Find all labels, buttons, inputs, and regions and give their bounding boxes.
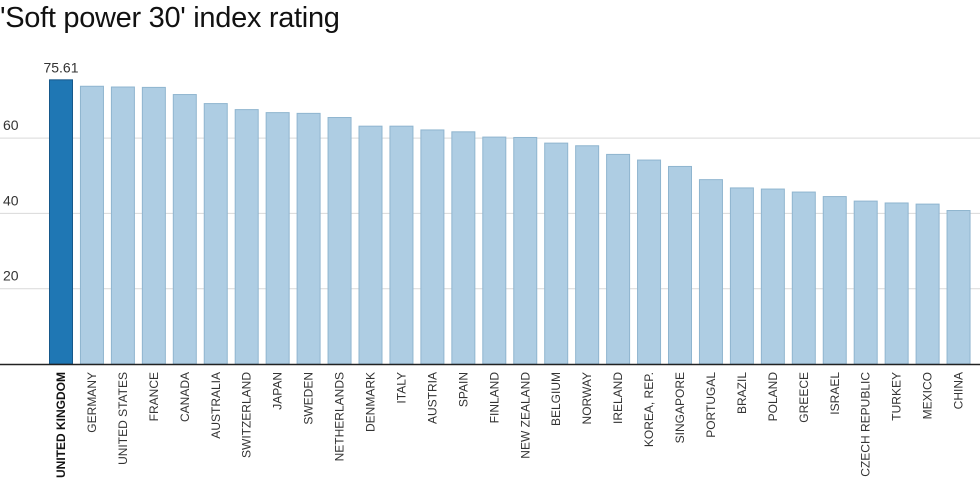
bar-new-zealand [513, 136, 538, 365]
y-axis-tick-labels: 20 40 60 [3, 117, 19, 284]
x-tick-label: NORWAY [580, 372, 594, 424]
bar-switzerland [234, 109, 259, 365]
x-tick-label: ITALY [394, 372, 408, 404]
y-tick-label: 60 [3, 117, 19, 133]
bar-japan [265, 112, 290, 365]
y-tick-label: 20 [3, 268, 19, 284]
bar-netherlands [327, 117, 352, 365]
x-tick-label: SWEDEN [302, 372, 316, 425]
y-tick-label: 40 [3, 192, 19, 208]
x-tick-label: CHINA [952, 372, 966, 409]
x-tick-label: BELGIUM [549, 372, 563, 426]
bar-spain [451, 131, 476, 365]
bar-korea-rep [637, 159, 662, 365]
x-tick-label: AUSTRIA [425, 372, 439, 424]
bar-belgium [544, 142, 569, 365]
bar-czech-republic [853, 200, 878, 365]
x-tick-label: FRANCE [147, 372, 161, 421]
bar-turkey [884, 202, 909, 365]
bar-singapore [668, 165, 692, 365]
bar-portugal [698, 179, 723, 365]
bar-united-states [110, 86, 135, 365]
bar-finland [482, 136, 507, 365]
bar-brazil [729, 187, 754, 365]
x-tick-label: ISRAEL [828, 372, 842, 415]
bar-canada [172, 94, 197, 365]
x-tick-label: BRAZIL [735, 372, 749, 414]
x-tick-label: NETHERLANDS [333, 372, 347, 461]
x-tick-label: FINLAND [487, 372, 501, 424]
bar-israel [822, 196, 847, 365]
x-tick-label: JAPAN [271, 372, 285, 410]
x-axis-tick-labels: UNITED KINGDOM GERMANY UNITED STATES FRANCE… [54, 372, 966, 478]
x-tick-label: PORTUGAL [704, 372, 718, 438]
x-tick-label: TURKEY [890, 372, 904, 421]
bar-norway [575, 145, 600, 365]
x-tick-label: MEXICO [921, 372, 935, 419]
data-label: 75.61 [43, 59, 78, 75]
x-tick-label: DENMARK [364, 372, 378, 432]
x-tick-label: SPAIN [456, 372, 470, 407]
bar-france [141, 86, 166, 365]
bar-australia [203, 103, 228, 365]
x-tick-label: CANADA [178, 372, 192, 422]
x-tick-label: SWITZERLAND [240, 372, 254, 458]
x-tick-label: UNITED KINGDOM [54, 372, 68, 478]
x-tick-label: GERMANY [85, 372, 99, 433]
chart-title: 'Soft power 30' index rating [0, 2, 340, 34]
x-tick-label: UNITED STATES [116, 372, 130, 465]
bar-austria [420, 129, 445, 365]
bar-italy [389, 125, 414, 365]
data-labels: 75.61 [43, 59, 78, 75]
bar-greece [791, 191, 816, 365]
bar-mexico [915, 203, 940, 365]
x-tick-label: AUSTRALIA [209, 372, 223, 439]
x-tick-label: SINGAPORE [673, 372, 687, 443]
x-tick-label: IRELAND [611, 372, 625, 424]
bar-china [946, 210, 971, 365]
x-tick-label: CZECH REPUBLIC [859, 372, 873, 477]
bar-germany [79, 85, 104, 365]
bar-poland [760, 188, 785, 365]
x-tick-label: NEW ZEALAND [518, 372, 532, 459]
bar-denmark [358, 125, 383, 365]
bars [49, 79, 971, 365]
bar-sweden [296, 112, 321, 365]
bar-united-kingdom [49, 79, 73, 365]
bar-ireland [606, 153, 631, 365]
x-tick-label: KOREA, REP. [642, 372, 656, 447]
x-tick-label: POLAND [766, 372, 780, 422]
x-tick-label: GREECE [797, 372, 811, 423]
